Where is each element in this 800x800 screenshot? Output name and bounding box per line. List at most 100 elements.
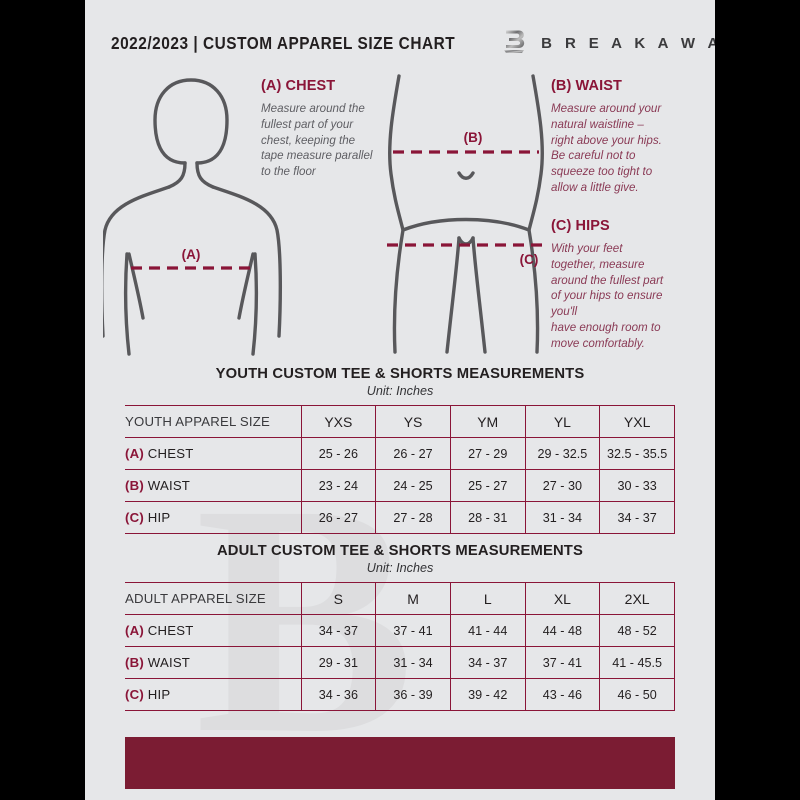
youth-cell-1-1: 24 - 25 [375, 469, 451, 502]
adult-size-col-1: M [375, 582, 451, 615]
row-tag: (A) [125, 623, 144, 638]
row-tag: (B) [125, 655, 144, 670]
youth-cell-1-2: 25 - 27 [449, 469, 526, 502]
callout-waist-title: (B) WAIST [551, 78, 622, 94]
male-torso-silhouette-icon: (A) [103, 78, 282, 356]
male-hips-silhouette-icon: (B) (C) [387, 74, 545, 354]
adult-size-col-3: XL [524, 582, 601, 615]
youth-table-title: YOUTH CUSTOM TEE & SHORTS MEASUREMENTS [215, 366, 585, 382]
youth-cell-2-1: 27 - 28 [375, 501, 451, 534]
youth-cell-0-2: 27 - 29 [449, 437, 526, 470]
youth-size-table-block: YOUTH CUSTOM TEE & SHORTS MEASUREMENTS U… [125, 366, 675, 534]
youth-row-label-2: (C) HIP [125, 501, 301, 534]
hips-marker-label: (C) [520, 252, 539, 267]
adult-cell-1-1: 31 - 34 [375, 646, 451, 679]
callout-waist: (B) WAIST Measure around your natural wa… [551, 78, 697, 196]
adult-size-col-0: S [300, 582, 377, 615]
brand-logo: B R E A K A W A Y [502, 28, 715, 58]
size-chart-page: B 2022/2023 | CUSTOM APPAREL SIZE CHART [85, 0, 715, 800]
adult-table-unit: Unit: Inches [366, 561, 434, 575]
callout-chest-body: Measure around the fullest part of your … [261, 102, 373, 179]
table-row: YOUTH APPAREL SIZE YXS YS YM YL YXL [125, 405, 675, 438]
adult-cell-2-2: 39 - 42 [449, 678, 526, 711]
adult-cell-0-0: 34 - 37 [300, 614, 377, 647]
row-name: WAIST [147, 655, 191, 670]
adult-row-label-2: (C) HIP [125, 678, 301, 711]
adult-cell-1-3: 37 - 41 [524, 646, 601, 679]
adult-row-label-1: (B) WAIST [125, 646, 301, 679]
table-row: (C) HIP 34 - 36 36 - 39 39 - 42 43 - 46 … [125, 678, 675, 711]
youth-cell-2-4: 34 - 37 [599, 501, 675, 534]
youth-cell-0-4: 32.5 - 35.5 [599, 437, 675, 470]
youth-size-col-0: YXS [300, 405, 377, 438]
row-name: CHEST [147, 446, 194, 461]
adult-cell-0-4: 48 - 52 [599, 614, 675, 647]
brand-name: B R E A K A W A Y [541, 34, 715, 52]
row-tag: (C) [125, 687, 144, 702]
youth-cell-1-3: 27 - 30 [524, 469, 601, 502]
adult-cell-0-3: 44 - 48 [524, 614, 601, 647]
table-row: (C) HIP 26 - 27 27 - 28 28 - 31 31 - 34 … [125, 501, 675, 534]
youth-size-col-3: YL [524, 405, 601, 438]
youth-header-label: YOUTH APPAREL SIZE [125, 405, 301, 438]
table-row: (A) CHEST 25 - 26 26 - 27 27 - 29 29 - 3… [125, 437, 675, 470]
youth-table-unit: Unit: Inches [366, 384, 434, 398]
youth-row-label-1: (B) WAIST [125, 469, 301, 502]
row-name: HIP [147, 687, 171, 702]
adult-table-body: (A) CHEST 34 - 37 37 - 41 41 - 44 44 - 4… [125, 614, 675, 711]
adult-cell-1-4: 41 - 45.5 [599, 646, 675, 679]
callout-hips-title: (C) HIPS [551, 218, 610, 234]
adult-size-col-4: 2XL [599, 582, 675, 615]
chest-marker-label: (A) [182, 247, 201, 262]
footer-accent-bar [125, 737, 675, 789]
callout-hips: (C) HIPS With your feet together, measur… [551, 218, 697, 351]
adult-cell-0-1: 37 - 41 [375, 614, 451, 647]
adult-table-head: ADULT APPAREL SIZE S M L XL 2XL [125, 582, 675, 615]
row-tag: (B) [125, 478, 144, 493]
row-name: HIP [147, 510, 171, 525]
youth-cell-1-0: 23 - 24 [300, 469, 377, 502]
callout-chest: (A) CHEST Measure around the fullest par… [261, 78, 413, 180]
adult-header-label: ADULT APPAREL SIZE [125, 582, 301, 615]
table-row: (A) CHEST 34 - 37 37 - 41 41 - 44 44 - 4… [125, 614, 675, 647]
row-tag: (A) [125, 446, 144, 461]
adult-size-col-2: L [449, 582, 526, 615]
youth-cell-0-3: 29 - 32.5 [524, 437, 601, 470]
row-tag: (C) [125, 510, 144, 525]
youth-size-col-4: YXL [599, 405, 675, 438]
callout-hips-body: With your feet together, measure around … [551, 242, 664, 350]
youth-cell-0-0: 25 - 26 [300, 437, 377, 470]
breakaway-b-logo-icon [504, 30, 525, 53]
youth-cell-2-0: 26 - 27 [300, 501, 377, 534]
youth-cell-2-3: 31 - 34 [524, 501, 601, 534]
row-name: WAIST [147, 478, 191, 493]
adult-cell-2-1: 36 - 39 [375, 678, 451, 711]
callout-chest-title: (A) CHEST [261, 78, 336, 94]
callout-waist-body: Measure around your natural waistline – … [551, 102, 662, 194]
youth-size-table: YOUTH APPAREL SIZE YXS YS YM YL YXL (A) … [125, 405, 675, 534]
adult-table-title: ADULT CUSTOM TEE & SHORTS MEASUREMENTS [216, 543, 584, 559]
adult-size-table-block: ADULT CUSTOM TEE & SHORTS MEASUREMENTS U… [125, 543, 675, 711]
measurement-diagram: (A) (B) (C) (A) CHEST Mea [85, 62, 715, 362]
adult-cell-2-0: 34 - 36 [300, 678, 377, 711]
adult-cell-0-2: 41 - 44 [449, 614, 526, 647]
adult-cell-2-3: 43 - 46 [524, 678, 601, 711]
adult-size-table: ADULT APPAREL SIZE S M L XL 2XL (A) CHES… [125, 582, 675, 711]
youth-cell-0-1: 26 - 27 [375, 437, 451, 470]
page-title: 2022/2023 | CUSTOM APPAREL SIZE CHART [111, 32, 456, 53]
row-name: CHEST [147, 623, 194, 638]
youth-table-head: YOUTH APPAREL SIZE YXS YS YM YL YXL [125, 405, 675, 438]
youth-size-col-2: YM [449, 405, 526, 438]
page-header: 2022/2023 | CUSTOM APPAREL SIZE CHART [85, 26, 715, 60]
youth-cell-2-2: 28 - 31 [449, 501, 526, 534]
youth-cell-1-4: 30 - 33 [599, 469, 675, 502]
adult-cell-1-2: 34 - 37 [449, 646, 526, 679]
youth-size-col-1: YS [375, 405, 451, 438]
youth-row-label-0: (A) CHEST [125, 437, 301, 470]
table-row: (B) WAIST 29 - 31 31 - 34 34 - 37 37 - 4… [125, 646, 675, 679]
table-row: (B) WAIST 23 - 24 24 - 25 25 - 27 27 - 3… [125, 469, 675, 502]
adult-cell-2-4: 46 - 50 [599, 678, 675, 711]
adult-row-label-0: (A) CHEST [125, 614, 301, 647]
adult-cell-1-0: 29 - 31 [300, 646, 377, 679]
